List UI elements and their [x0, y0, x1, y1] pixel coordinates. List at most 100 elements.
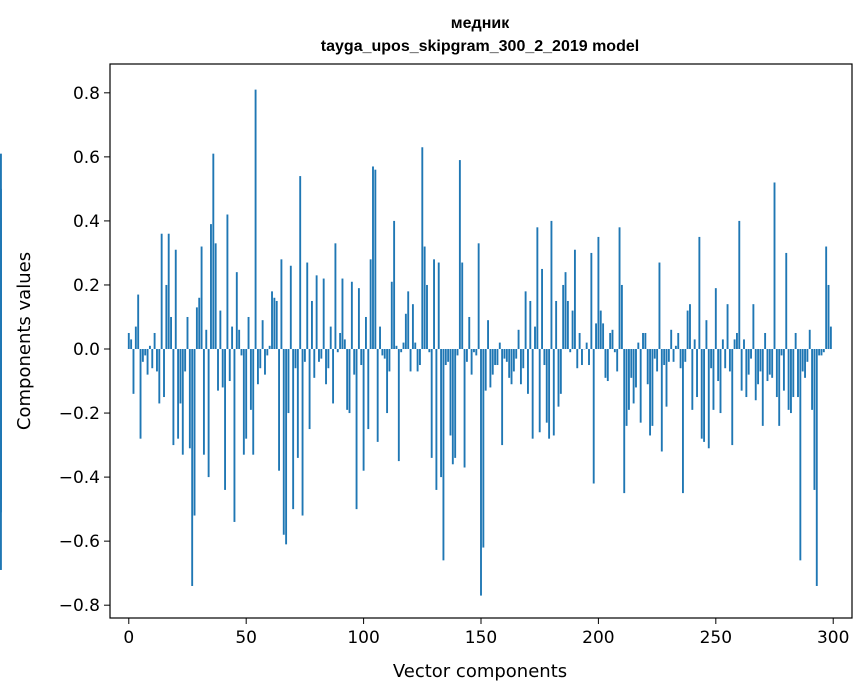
- bar: [423, 246, 426, 349]
- y-axis-label: Components values: [14, 252, 35, 430]
- bar: [717, 349, 720, 382]
- bar: [390, 281, 393, 350]
- bar: [531, 349, 534, 439]
- bar: [247, 316, 250, 349]
- bar: [804, 349, 806, 378]
- bar: [343, 339, 346, 350]
- y-tick-label: −0.8: [59, 596, 100, 616]
- bar: [144, 349, 147, 356]
- bar: [228, 349, 231, 382]
- bar: [430, 349, 433, 458]
- bar: [383, 349, 386, 359]
- bar: [726, 304, 729, 349]
- bar: [480, 349, 482, 596]
- bar: [827, 284, 830, 350]
- bar: [714, 288, 717, 349]
- bar: [296, 349, 299, 458]
- bar: [477, 243, 480, 350]
- bar: [491, 349, 494, 375]
- bar: [313, 349, 316, 378]
- bar: [249, 349, 252, 410]
- x-tick-label: 150: [465, 628, 497, 648]
- bar: [437, 262, 440, 349]
- bar: [677, 332, 680, 349]
- bar: [235, 272, 238, 350]
- bar: [660, 349, 663, 452]
- bar: [311, 300, 313, 349]
- bar: [738, 220, 741, 349]
- bar: [198, 297, 201, 350]
- bar: [707, 349, 710, 449]
- bar: [766, 349, 769, 382]
- bar: [146, 349, 149, 375]
- bar: [623, 349, 626, 494]
- bar: [473, 349, 475, 353]
- y-tick-label: 0.8: [73, 84, 100, 104]
- bar: [205, 329, 208, 349]
- bar: [306, 262, 309, 349]
- bar: [210, 224, 212, 350]
- bar: [792, 349, 795, 398]
- bar: [355, 349, 358, 510]
- bar: [170, 316, 172, 349]
- bar: [656, 349, 659, 372]
- bar: [684, 349, 687, 362]
- bar: [245, 349, 248, 439]
- bar: [818, 349, 821, 356]
- bar: [754, 349, 757, 401]
- bar: [301, 349, 304, 516]
- bar: [515, 349, 518, 359]
- bar: [811, 349, 814, 410]
- bar: [578, 332, 581, 349]
- bar: [512, 349, 515, 372]
- bar: [524, 291, 527, 349]
- bar: [202, 349, 205, 455]
- bar: [564, 272, 567, 350]
- bar: [273, 297, 276, 350]
- bar: [764, 332, 767, 349]
- bar: [604, 349, 607, 378]
- bar: [475, 349, 478, 356]
- bar: [0, 240, 2, 350]
- bar: [447, 349, 450, 362]
- bar: [773, 182, 776, 350]
- bar: [238, 329, 241, 349]
- bar: [757, 349, 760, 385]
- bars-group: [0, 89, 832, 596]
- bar: [268, 345, 271, 349]
- bar: [275, 300, 278, 349]
- bar: [541, 268, 543, 350]
- axes-group: 0 50 100 150 200 250 300 −0.8 −0.6 −0.4 −0.2 0.0 0.2…: [59, 84, 850, 648]
- y-tick-label: −0.6: [59, 532, 100, 552]
- bar: [665, 349, 668, 407]
- bar: [374, 169, 377, 350]
- bar: [454, 349, 457, 458]
- bar: [165, 284, 168, 350]
- bar: [212, 153, 215, 349]
- bar: [712, 349, 715, 410]
- bar: [581, 349, 583, 366]
- bar: [778, 349, 781, 426]
- bar: [130, 339, 133, 350]
- bar: [360, 349, 363, 366]
- bar: [536, 227, 539, 350]
- bar: [696, 349, 698, 398]
- x-tick-label: 200: [582, 628, 614, 648]
- bar: [440, 349, 443, 478]
- bar: [435, 349, 438, 490]
- bar: [369, 259, 372, 349]
- bar: [341, 278, 344, 349]
- bar: [672, 349, 675, 362]
- bar: [813, 349, 816, 490]
- chart-subtitle: tayga_upos_skipgram_300_2_2019 model: [321, 38, 639, 55]
- y-tick-label: 0.0: [73, 340, 100, 360]
- bar: [186, 316, 189, 349]
- bar: [339, 332, 342, 349]
- bar: [240, 349, 243, 356]
- bar: [829, 326, 832, 350]
- bar: [132, 349, 135, 394]
- bar: [611, 329, 614, 349]
- bar: [703, 349, 706, 442]
- bar: [759, 349, 762, 372]
- bar: [367, 349, 370, 430]
